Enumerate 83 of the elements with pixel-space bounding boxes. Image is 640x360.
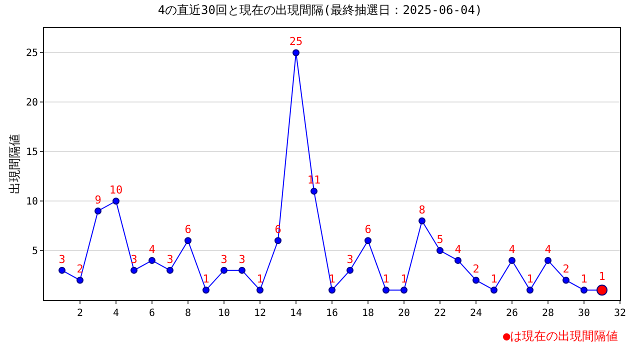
point (292, 49, 300, 56)
text: ●は現在の出現間隔値 (503, 329, 618, 343)
x-tick-label: 18 (362, 308, 374, 319)
data-label: 1 (382, 272, 390, 286)
data-label: 4 (148, 242, 156, 256)
point (418, 217, 426, 224)
point (328, 286, 336, 294)
x-tick-label: 14 (290, 308, 302, 319)
point (364, 237, 372, 244)
point (490, 286, 498, 294)
x-tick-label: 20 (398, 308, 410, 319)
data-label: 25 (289, 35, 303, 48)
point (580, 286, 588, 294)
point (526, 286, 534, 294)
y-tick-label: 20 (26, 98, 38, 109)
data-label: 3 (166, 252, 174, 266)
point (346, 266, 354, 274)
data-label: 1 (580, 272, 588, 286)
y-tick-label: 10 (26, 196, 38, 208)
x-tick-label: 26 (506, 308, 518, 319)
data-label: 3 (346, 252, 354, 266)
data-label: 2 (562, 262, 570, 276)
data-label: 6 (184, 223, 192, 236)
y-tick-label: 15 (26, 147, 38, 158)
data-label: 1 (490, 272, 498, 286)
point (454, 256, 462, 264)
data-label: 4 (508, 242, 516, 256)
data-label: 3 (238, 252, 246, 266)
point (220, 266, 228, 274)
point (310, 188, 318, 195)
x-tick-label: 24 (470, 308, 482, 319)
point (112, 198, 120, 205)
point (58, 266, 66, 274)
chart-title: 4の直近30回と現在の出現間隔(最終抽選日：2025-06-04) (158, 2, 482, 17)
point (148, 256, 156, 264)
data-label: 9 (94, 193, 102, 206)
data-label: 10 (109, 184, 123, 197)
point (202, 286, 210, 294)
point (562, 276, 570, 284)
data-label: 8 (418, 203, 426, 216)
point (76, 276, 84, 284)
data-label: 2 (76, 262, 84, 276)
y-axis-title: 出現間隔値 (7, 134, 22, 194)
point (166, 266, 174, 274)
y-tick-label: 25 (26, 48, 38, 60)
data-label: 1 (328, 272, 336, 286)
point (94, 207, 102, 214)
x-tick-label: 16 (326, 308, 338, 319)
x-tick-label: 8 (184, 308, 192, 319)
data-label: 1 (202, 272, 210, 286)
x-tick-label: 30 (578, 308, 590, 319)
data-label: 5 (436, 233, 444, 246)
data-label: 1 (256, 272, 264, 286)
point (256, 286, 264, 294)
point (544, 256, 552, 264)
point (274, 237, 282, 244)
point (382, 286, 390, 294)
x-tick-label: 2 (76, 308, 84, 319)
point (436, 247, 444, 254)
x-tick-label: 10 (218, 308, 230, 319)
x-tick-label: 32 (614, 308, 626, 319)
data-label: 4 (454, 242, 462, 256)
x-tick-label: 6 (148, 308, 156, 319)
point (472, 276, 480, 284)
point (130, 266, 138, 274)
data-label: 1 (598, 270, 606, 284)
point (508, 256, 516, 264)
data-label: 1 (400, 272, 408, 286)
x-tick-label: 22 (434, 308, 446, 319)
data-label: 3 (130, 252, 138, 266)
data-label: 2 (472, 262, 480, 276)
x-tick-label: 28 (542, 308, 554, 319)
point (184, 237, 192, 244)
data-label: 1 (526, 272, 534, 286)
x-tick-label: 12 (254, 308, 266, 319)
point (400, 286, 408, 294)
point (238, 266, 246, 274)
x-tick-label: 4 (112, 308, 120, 319)
y-tick-label: 5 (32, 246, 38, 258)
data-label: 4 (544, 242, 552, 256)
data-label: 3 (58, 252, 66, 266)
data-label: 3 (220, 252, 228, 266)
data-label: 6 (364, 223, 372, 236)
